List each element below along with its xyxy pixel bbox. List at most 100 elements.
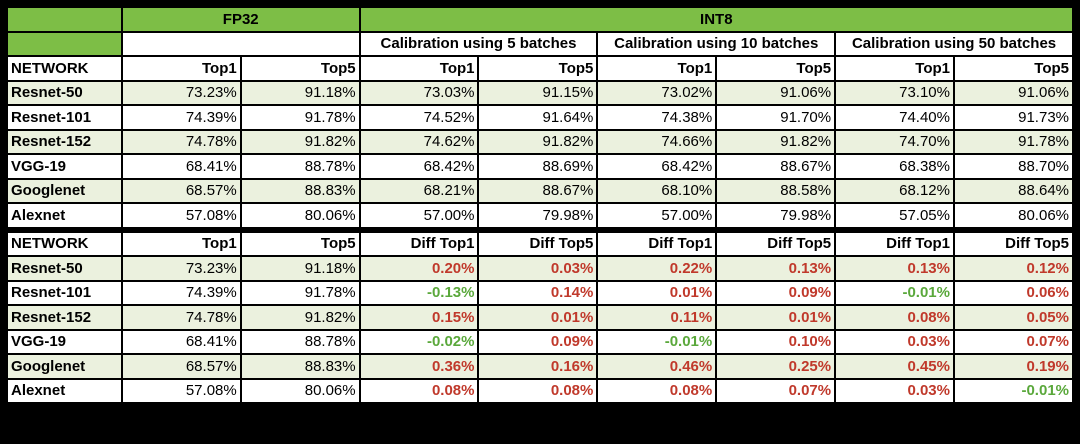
accuracy-value: 91.78% [954, 130, 1072, 153]
accuracy-value: 74.39% [122, 106, 240, 129]
diff-value: 0.01% [717, 306, 835, 329]
table-row: VGG-19 68.41% 88.78% -0.02% 0.09% -0.01% 0.10%… [8, 330, 1072, 353]
accuracy-value: 68.41% [122, 330, 240, 353]
accuracy-value: 88.70% [954, 155, 1072, 178]
column-header: Top5 [241, 57, 359, 80]
accuracy-value: 88.67% [717, 155, 835, 178]
table-row: Alexnet 57.08% 80.06% 0.08% 0.08% 0.08% 0.07% 0… [8, 379, 1072, 402]
diff-value: 0.07% [954, 330, 1072, 353]
table-row: Resnet-50 73.23% 91.18% 0.20% 0.03% 0.22% 0.13… [8, 257, 1072, 280]
diff-value: -0.01% [836, 281, 953, 304]
calibration-5-header: Calibration using 5 batches [360, 32, 597, 55]
diff-value: 0.20% [360, 257, 478, 280]
accuracy-value: 74.70% [836, 130, 953, 153]
diff-value: 0.08% [598, 379, 716, 402]
diff-value: 0.16% [479, 355, 597, 378]
network-name: VGG-19 [8, 330, 121, 353]
diff-value: 0.11% [598, 306, 716, 329]
accuracy-value: 57.05% [836, 204, 953, 227]
accuracy-value: 57.08% [122, 204, 240, 227]
column-header: Top5 [954, 57, 1072, 80]
table-row: Resnet-101 74.39% 91.78% 74.52% 91.64% 74.38%… [8, 106, 1072, 129]
network-name: Googlenet [8, 355, 121, 378]
network-name: Resnet-101 [8, 281, 121, 304]
accuracy-value: 80.06% [241, 204, 359, 227]
group-header-row: FP32 INT8 [8, 8, 1072, 31]
table-row: Resnet-152 74.78% 91.82% 74.62% 91.82% 74.66%… [8, 130, 1072, 153]
diff-value: 0.13% [717, 257, 835, 280]
network-name: Resnet-50 [8, 81, 121, 104]
diff-value: 0.45% [836, 355, 953, 378]
network-name: Resnet-101 [8, 106, 121, 129]
accuracy-value: 73.03% [360, 81, 478, 104]
divider-line [8, 228, 1072, 231]
accuracy-value: 91.06% [954, 81, 1072, 104]
accuracy-value: 73.23% [122, 81, 240, 104]
diff-value: -0.02% [360, 330, 478, 353]
table-row: VGG-19 68.41% 88.78% 68.42% 88.69% 68.42% 88.6… [8, 155, 1072, 178]
network-name: Alexnet [8, 204, 121, 227]
accuracy-value: 91.82% [241, 130, 359, 153]
accuracy-value: 68.12% [836, 179, 953, 202]
column-header: Top1 [836, 57, 953, 80]
diff-value: 0.36% [360, 355, 478, 378]
diff-value: 0.08% [360, 379, 478, 402]
column-header: Diff Top5 [717, 232, 835, 255]
network-name: Resnet-152 [8, 130, 121, 153]
diff-value: 0.07% [717, 379, 835, 402]
corner-cell [8, 8, 121, 31]
top_section-column-header-row: NETWORK Top1 Top5 Top1 Top5 Top1 Top5 Top1 Top5 [8, 57, 1072, 80]
accuracy-value: 74.78% [122, 306, 240, 329]
accuracy-value: 91.82% [479, 130, 597, 153]
accuracy-value: 88.64% [954, 179, 1072, 202]
column-header: Diff Top1 [836, 232, 953, 255]
accuracy-value: 88.78% [241, 155, 359, 178]
accuracy-value: 68.42% [360, 155, 478, 178]
accuracy-value: 91.15% [479, 81, 597, 104]
accuracy-value: 73.02% [598, 81, 716, 104]
column-header: Diff Top1 [360, 232, 478, 255]
results-table-frame: FP32 INT8 Calibration using 5 batches Ca… [6, 6, 1074, 438]
diff-value: 0.25% [717, 355, 835, 378]
diff-value: 0.46% [598, 355, 716, 378]
accuracy-value: 91.18% [241, 81, 359, 104]
accuracy-value: 91.18% [241, 257, 359, 280]
accuracy-value: 79.98% [479, 204, 597, 227]
accuracy-value: 74.40% [836, 106, 953, 129]
table-row: Resnet-101 74.39% 91.78% -0.13% 0.14% 0.01% 0.… [8, 281, 1072, 304]
accuracy-value: 68.21% [360, 179, 478, 202]
diff-value: 0.01% [479, 306, 597, 329]
table-row: Alexnet 57.08% 80.06% 57.00% 79.98% 57.00% 79.… [8, 204, 1072, 227]
diff-value: 0.05% [954, 306, 1072, 329]
network-name: Resnet-152 [8, 306, 121, 329]
diff-value: -0.01% [598, 330, 716, 353]
table-row: Googlenet 68.57% 88.83% 68.21% 88.67% 68.10% 8… [8, 179, 1072, 202]
table-row: Googlenet 68.57% 88.83% 0.36% 0.16% 0.46% 0.25… [8, 355, 1072, 378]
accuracy-value: 74.62% [360, 130, 478, 153]
accuracy-value: 88.69% [479, 155, 597, 178]
accuracy-value: 88.78% [241, 330, 359, 353]
accuracy-value: 79.98% [717, 204, 835, 227]
accuracy-table: FP32 INT8 Calibration using 5 batches Ca… [6, 6, 1074, 404]
accuracy-value: 57.00% [598, 204, 716, 227]
accuracy-value: 74.52% [360, 106, 478, 129]
accuracy-value: 91.73% [954, 106, 1072, 129]
accuracy-value: 91.82% [717, 130, 835, 153]
accuracy-value: 57.00% [360, 204, 478, 227]
column-header: Diff Top5 [954, 232, 1072, 255]
accuracy-value: 88.83% [241, 355, 359, 378]
column-header: NETWORK [8, 57, 121, 80]
fp32-header: FP32 [122, 8, 359, 31]
diff-value: 0.08% [836, 306, 953, 329]
accuracy-value: 88.83% [241, 179, 359, 202]
accuracy-value: 91.64% [479, 106, 597, 129]
diff-value: 0.01% [598, 281, 716, 304]
diff-value: 0.03% [479, 257, 597, 280]
diff-value: -0.13% [360, 281, 478, 304]
diff-value: 0.15% [360, 306, 478, 329]
diff-value: 0.03% [836, 330, 953, 353]
accuracy-value: 68.57% [122, 355, 240, 378]
int8-header: INT8 [360, 8, 1072, 31]
network-name: Resnet-50 [8, 257, 121, 280]
column-header: Top5 [717, 57, 835, 80]
